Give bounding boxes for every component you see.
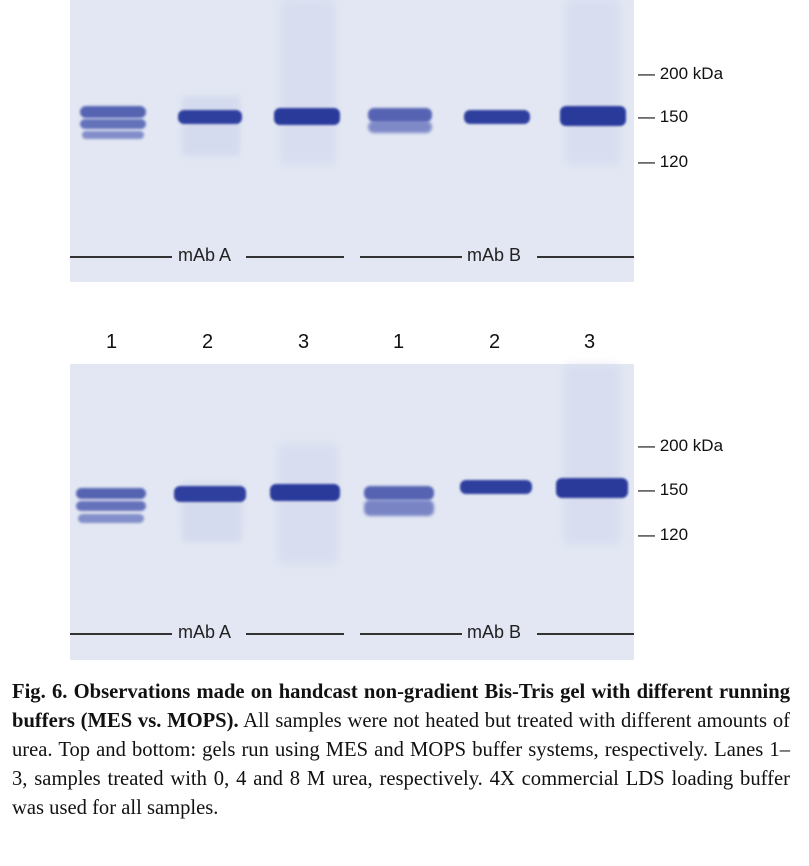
top-gel-image xyxy=(70,0,634,282)
figure-label: Fig. 6. xyxy=(12,681,68,703)
gel-band xyxy=(464,110,530,124)
group-label-mab-a: mAb A xyxy=(178,245,232,265)
gel-band xyxy=(76,501,146,511)
group-label-mab-b: mAb B xyxy=(467,622,522,642)
gel-band xyxy=(460,480,532,494)
gel-band xyxy=(368,108,432,122)
gel-band xyxy=(76,488,146,499)
gel-band xyxy=(274,108,340,125)
lane-number: 1 xyxy=(393,331,405,353)
gel-smear xyxy=(182,96,240,156)
gel-band xyxy=(560,106,626,126)
gel-band xyxy=(364,486,434,500)
gel-band xyxy=(82,131,144,139)
gel-band xyxy=(78,514,144,523)
gel-band xyxy=(364,500,434,516)
gel-band xyxy=(174,486,246,502)
group-line xyxy=(246,633,344,635)
gel-smear xyxy=(278,444,338,564)
bottom-gel-image xyxy=(70,364,634,660)
gel-band xyxy=(80,106,146,118)
group-line xyxy=(537,633,634,635)
gel-band xyxy=(368,121,432,133)
group-label-mab-a: mAb A xyxy=(178,622,232,642)
gel-band xyxy=(270,484,340,501)
gel-band xyxy=(80,119,146,129)
marker-label-200kda: — 200 kDa xyxy=(638,64,724,83)
group-line xyxy=(70,633,172,635)
marker-label-120: — 120 xyxy=(638,525,689,544)
caption-body: All samples were not heated but treated … xyxy=(12,710,790,819)
group-line xyxy=(70,256,172,258)
gel-smear xyxy=(280,0,336,165)
group-line xyxy=(360,633,462,635)
group-line xyxy=(360,256,462,258)
gel-band xyxy=(556,478,628,498)
lane-number: 1 xyxy=(106,331,118,353)
group-label-mab-b: mAb B xyxy=(467,245,522,265)
gel-band xyxy=(178,110,242,124)
marker-label-120: — 120 xyxy=(638,152,689,171)
gel-smear xyxy=(566,0,620,165)
group-line xyxy=(537,256,634,258)
marker-label-150: — 150 xyxy=(638,480,689,499)
lane-number: 2 xyxy=(489,331,501,353)
figure-caption: Fig. 6. Observations made on handcast no… xyxy=(12,678,790,823)
marker-label-200kda: — 200 kDa xyxy=(638,436,724,455)
lane-number: 2 xyxy=(202,331,214,353)
marker-label-150: — 150 xyxy=(638,107,689,126)
gel-smear xyxy=(564,364,620,544)
caption-title: Observations made on handcast non-gradie… xyxy=(12,681,790,732)
lane-number: 3 xyxy=(584,331,596,353)
lane-number: 3 xyxy=(298,331,310,353)
group-line xyxy=(246,256,344,258)
